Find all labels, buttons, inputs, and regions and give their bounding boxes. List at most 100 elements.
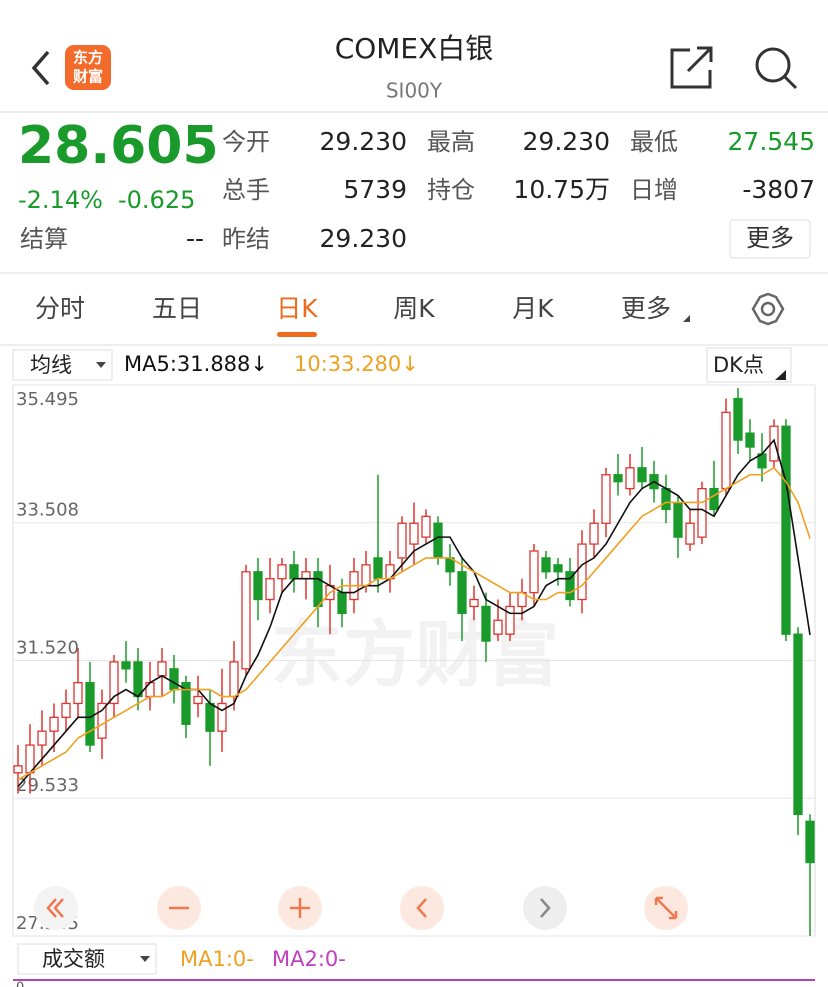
caret bbox=[775, 370, 786, 380]
candle-body bbox=[169, 668, 179, 691]
candle-body bbox=[745, 432, 755, 448]
field-value: 5739 bbox=[343, 175, 407, 204]
candle-body bbox=[133, 661, 143, 698]
back-button[interactable] bbox=[31, 50, 50, 86]
tab-underline bbox=[277, 332, 317, 337]
dk-label[interactable]: DK点 bbox=[713, 353, 764, 377]
candle-body bbox=[73, 682, 83, 705]
candle-body bbox=[781, 425, 791, 635]
candle-body bbox=[229, 661, 239, 698]
candle-body bbox=[685, 522, 695, 545]
ma-select[interactable] bbox=[12, 349, 113, 381]
candle-body bbox=[505, 605, 515, 635]
caret bbox=[140, 956, 150, 962]
logo-text: 东方 bbox=[73, 49, 103, 67]
tab-active[interactable]: 日K bbox=[276, 294, 318, 323]
candle-body bbox=[301, 571, 311, 580]
price: 28.605 bbox=[18, 116, 219, 176]
field-value: 29.230 bbox=[320, 224, 407, 253]
title: COMEX白银 bbox=[335, 32, 494, 65]
ma10-label: 10:33.280↓ bbox=[294, 352, 419, 376]
field-value: 27.545 bbox=[728, 127, 815, 156]
candle-body bbox=[157, 661, 167, 677]
candle-body bbox=[733, 397, 743, 441]
candle-body bbox=[433, 522, 443, 559]
next-button[interactable] bbox=[523, 886, 567, 930]
candle-body bbox=[601, 474, 611, 524]
tab[interactable]: 分时 bbox=[35, 294, 85, 323]
candle-body bbox=[421, 515, 431, 538]
candle-body bbox=[37, 730, 47, 746]
candle-body bbox=[637, 467, 647, 483]
more-button-label[interactable]: 更多 bbox=[746, 224, 794, 252]
candle-body bbox=[289, 564, 299, 580]
tab[interactable]: 月K bbox=[512, 294, 554, 323]
y-tick-label: 35.495 bbox=[16, 389, 79, 410]
search-button[interactable] bbox=[755, 47, 798, 90]
tab[interactable]: 更多 bbox=[621, 294, 671, 323]
volume-select[interactable] bbox=[17, 943, 157, 975]
candle-body bbox=[457, 571, 467, 615]
caret bbox=[96, 362, 106, 368]
candle-body bbox=[277, 564, 287, 580]
candle-body bbox=[265, 578, 275, 601]
field-label: 总手 bbox=[222, 176, 270, 204]
candle-body bbox=[193, 695, 203, 705]
candle-body bbox=[361, 564, 371, 587]
candle-body bbox=[13, 765, 23, 774]
settle-label: 结算 bbox=[20, 225, 68, 253]
ma10-line bbox=[17, 466, 811, 781]
candle-body bbox=[481, 605, 491, 642]
candle-body bbox=[709, 487, 719, 511]
field-label: 持仓 bbox=[427, 176, 475, 204]
y-tick-label: 31.520 bbox=[16, 638, 79, 659]
candle-body bbox=[109, 661, 119, 705]
volume-select-label[interactable]: 成交额 bbox=[42, 947, 105, 971]
candle-body bbox=[553, 564, 563, 573]
logo bbox=[65, 45, 111, 90]
candle-body bbox=[805, 820, 815, 864]
field-label: 今开 bbox=[222, 128, 270, 156]
candle-body bbox=[613, 474, 623, 483]
candle-body bbox=[721, 411, 731, 490]
field-label: 最高 bbox=[427, 128, 475, 156]
ma-select-label[interactable]: 均线 bbox=[30, 353, 72, 377]
candle-body bbox=[625, 467, 635, 490]
tab[interactable]: 五日 bbox=[152, 294, 202, 323]
candle-body bbox=[181, 682, 191, 725]
candle-body bbox=[565, 571, 575, 601]
candle-body bbox=[253, 571, 263, 601]
candle-body bbox=[373, 557, 383, 580]
candle-body bbox=[49, 716, 59, 732]
prev-button[interactable] bbox=[400, 886, 444, 930]
candle-body bbox=[241, 571, 251, 670]
field-value: 10.75万 bbox=[513, 175, 610, 204]
field-value: 29.230 bbox=[523, 127, 610, 156]
settings-button[interactable] bbox=[751, 292, 785, 326]
icon bbox=[416, 898, 427, 918]
field-label: 昨结 bbox=[222, 225, 270, 253]
candle-body bbox=[409, 522, 419, 545]
y-tick-label: 33.508 bbox=[16, 500, 79, 521]
icon bbox=[46, 898, 64, 918]
candle-body bbox=[673, 501, 683, 538]
share-button[interactable] bbox=[670, 46, 713, 89]
candle-body bbox=[313, 571, 323, 608]
candle-body bbox=[61, 702, 71, 718]
candle-body bbox=[541, 557, 551, 573]
candle-body bbox=[493, 619, 503, 635]
dk-button[interactable] bbox=[706, 347, 792, 383]
icon bbox=[654, 896, 678, 920]
y-tick-label: 29.533 bbox=[16, 775, 79, 796]
tab-caret bbox=[683, 315, 690, 322]
ma2-label: MA2:0- bbox=[272, 947, 346, 971]
more-button[interactable] bbox=[729, 219, 811, 259]
candle-body bbox=[469, 598, 479, 608]
chart-controls bbox=[34, 886, 688, 930]
field-label: 日增 bbox=[630, 176, 678, 204]
tab[interactable]: 周K bbox=[393, 294, 435, 323]
icon bbox=[540, 898, 551, 918]
candle-body bbox=[529, 550, 539, 594]
